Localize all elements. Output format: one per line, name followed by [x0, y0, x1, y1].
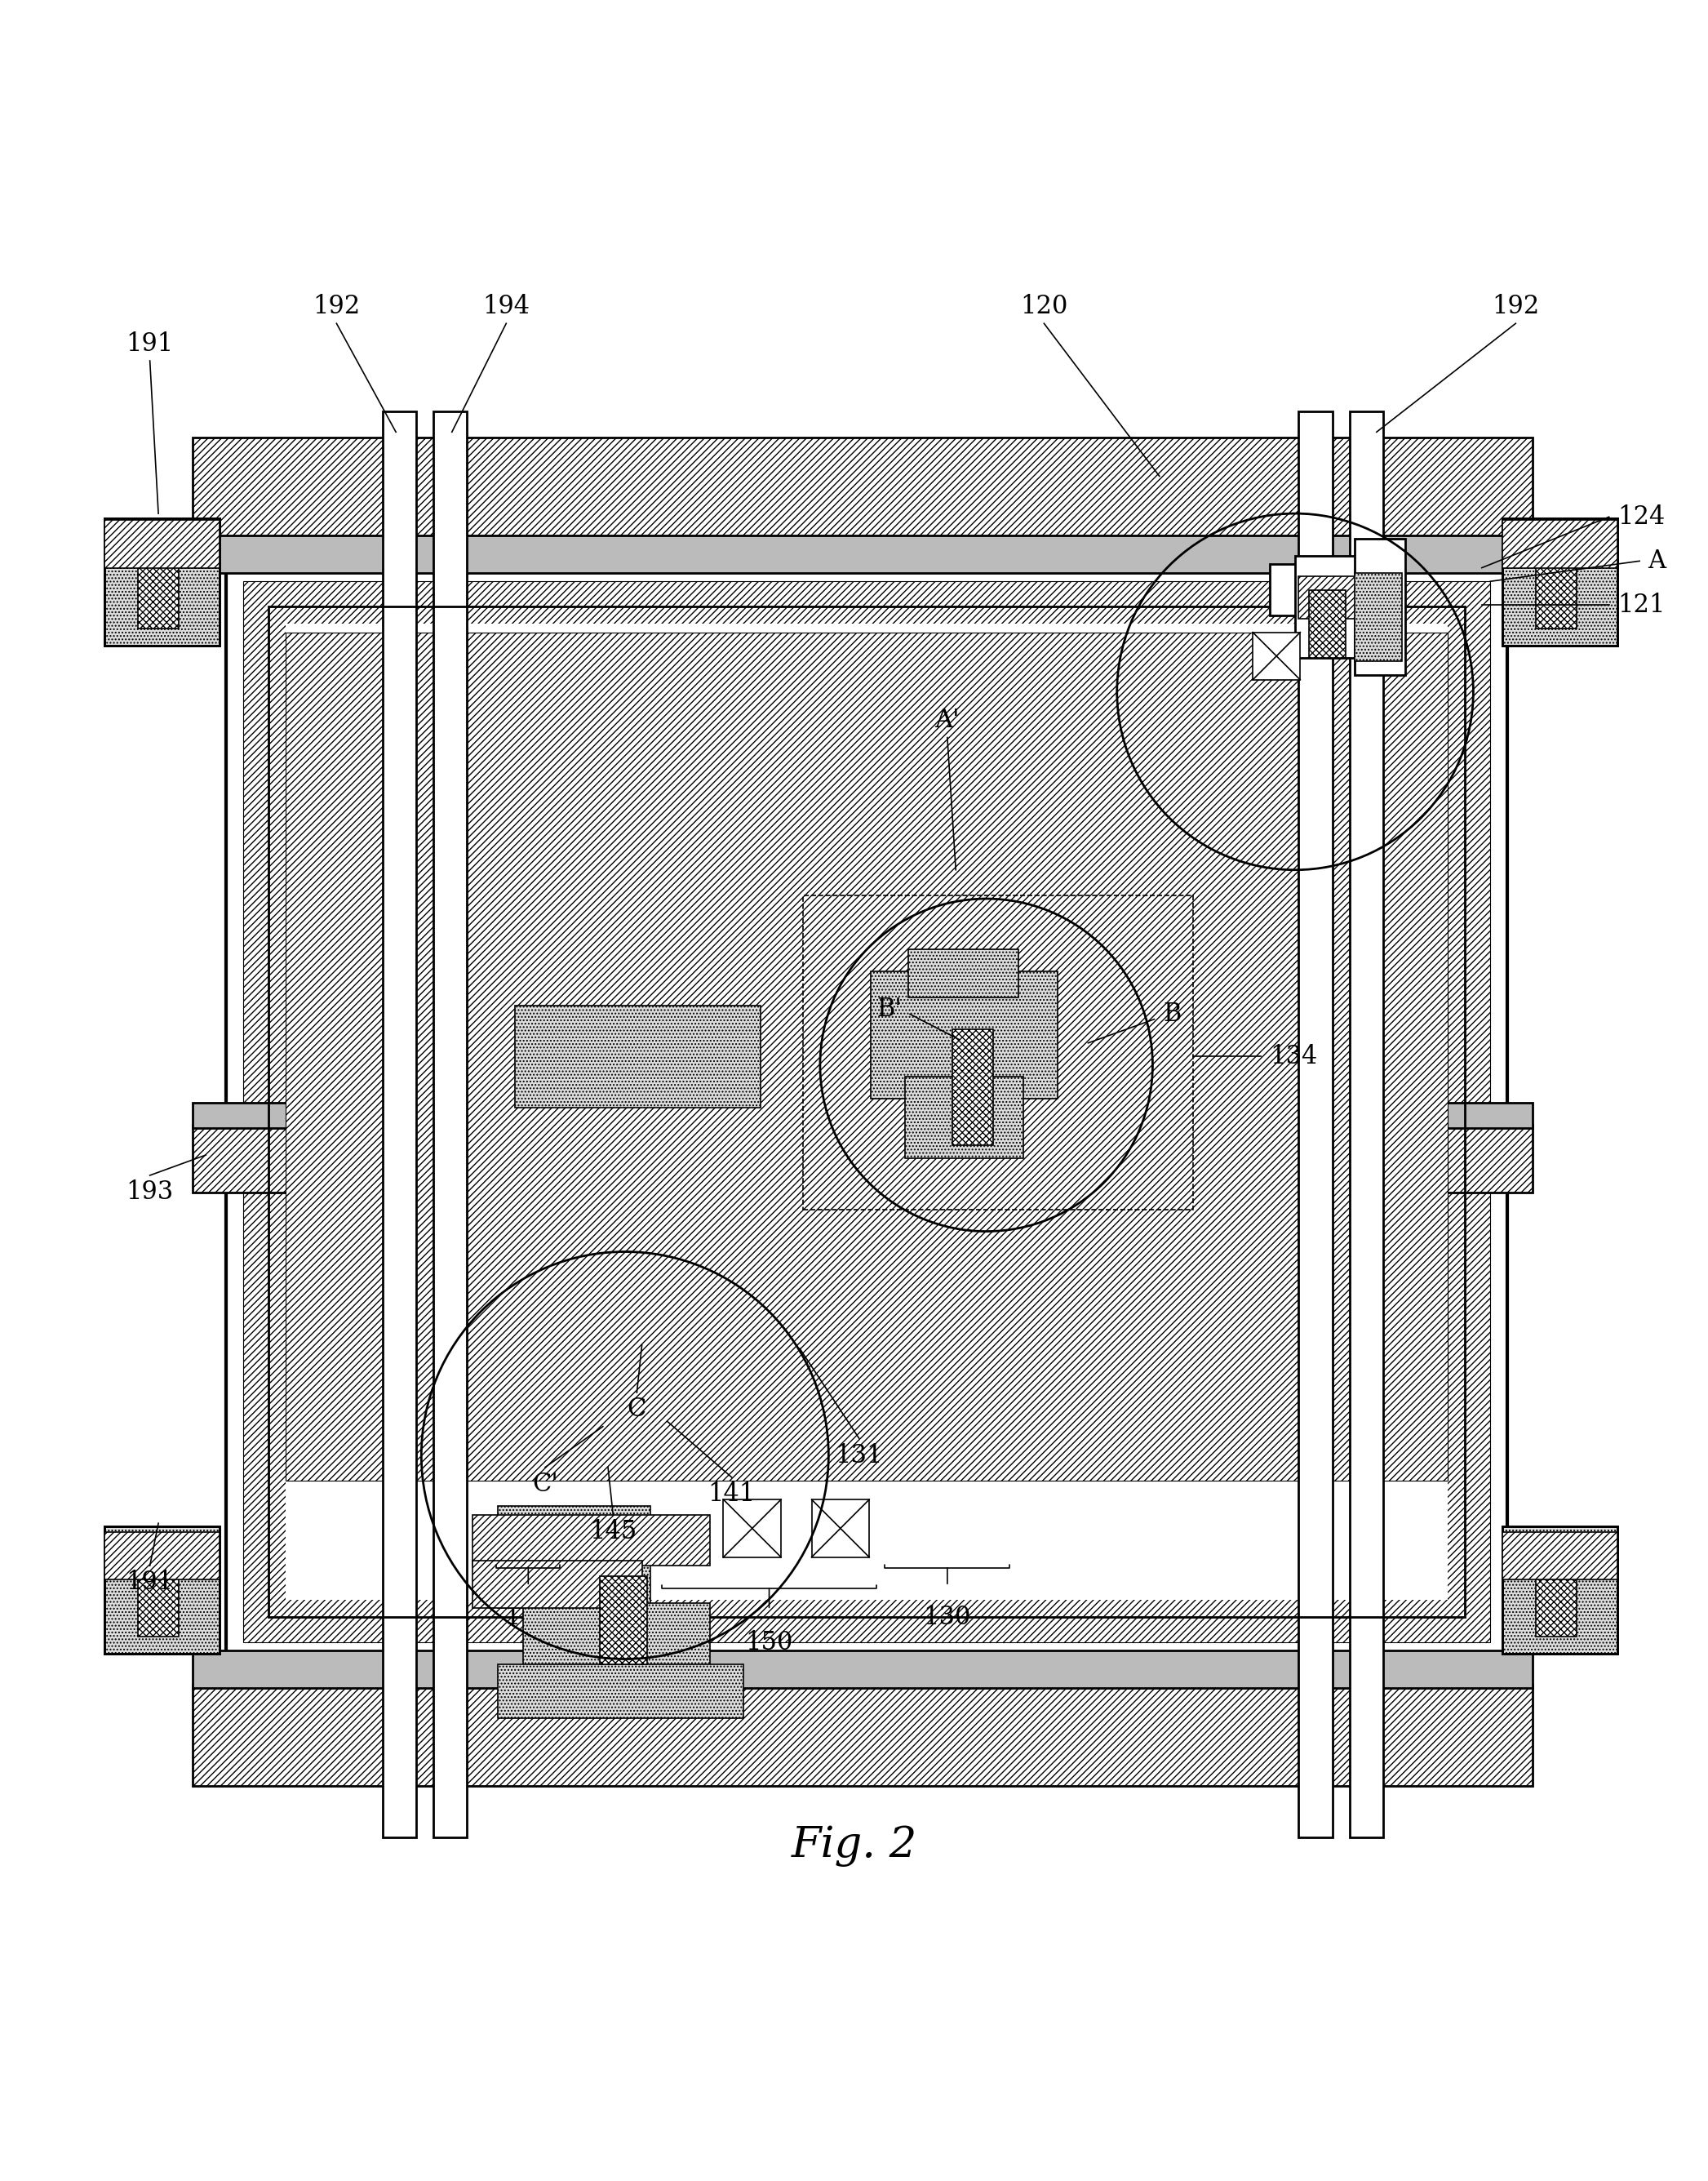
- Text: 141: 141: [709, 1481, 755, 1507]
- Bar: [1354, 574, 1402, 661]
- Bar: [803, 896, 1194, 1208]
- Bar: [1501, 521, 1617, 567]
- Text: Fig. 2: Fig. 2: [791, 1825, 917, 1867]
- Bar: [104, 1527, 219, 1653]
- Bar: [243, 582, 1491, 1642]
- Bar: [193, 1125, 1532, 1193]
- Text: 140: 140: [504, 1605, 552, 1629]
- Bar: [905, 1077, 1023, 1158]
- Bar: [514, 1005, 760, 1108]
- Bar: [1354, 539, 1406, 674]
- Bar: [1295, 556, 1397, 659]
- Bar: [1269, 565, 1397, 615]
- Bar: [138, 1549, 179, 1638]
- Text: 121: 121: [1617, 593, 1665, 617]
- Bar: [434, 412, 468, 1836]
- Bar: [953, 1029, 992, 1145]
- Bar: [1349, 412, 1383, 1836]
- Text: 150: 150: [745, 1629, 793, 1655]
- Bar: [193, 537, 1532, 574]
- Text: 120: 120: [1020, 294, 1068, 318]
- Bar: [104, 519, 219, 646]
- Bar: [285, 624, 1448, 1599]
- Bar: [104, 1531, 219, 1579]
- Text: 130: 130: [924, 1605, 972, 1629]
- Text: 191: 191: [126, 1570, 174, 1594]
- Bar: [909, 949, 1018, 997]
- Bar: [1535, 1549, 1576, 1638]
- Bar: [225, 565, 1506, 1660]
- Bar: [497, 1664, 743, 1719]
- Text: 191: 191: [126, 332, 174, 356]
- Bar: [193, 1684, 1532, 1786]
- Bar: [724, 1501, 781, 1557]
- Text: B: B: [1163, 1001, 1180, 1027]
- Bar: [871, 973, 1057, 1099]
- Bar: [1501, 1531, 1617, 1579]
- Bar: [1308, 589, 1346, 659]
- Text: 193: 193: [126, 1180, 174, 1204]
- Text: 192: 192: [313, 294, 360, 318]
- Text: 134: 134: [1269, 1045, 1317, 1069]
- Bar: [104, 519, 219, 646]
- Bar: [1535, 541, 1576, 628]
- Bar: [383, 412, 417, 1836]
- Bar: [1298, 412, 1332, 1836]
- Bar: [1501, 1527, 1617, 1653]
- Bar: [193, 1101, 1532, 1128]
- Text: 131: 131: [835, 1442, 883, 1468]
- Text: 192: 192: [1491, 294, 1539, 318]
- Bar: [193, 1651, 1532, 1688]
- Bar: [268, 606, 1465, 1616]
- Bar: [523, 1603, 711, 1668]
- Bar: [104, 521, 219, 567]
- Bar: [104, 1527, 219, 1653]
- Bar: [1298, 576, 1392, 619]
- Text: 145: 145: [589, 1520, 637, 1544]
- Text: C': C': [533, 1472, 559, 1496]
- Text: A': A': [934, 709, 960, 733]
- Bar: [1252, 632, 1300, 680]
- Bar: [497, 1507, 651, 1607]
- Bar: [471, 1516, 711, 1566]
- Text: B': B': [876, 997, 902, 1021]
- Text: 124: 124: [1617, 504, 1665, 530]
- Text: C: C: [627, 1396, 646, 1422]
- Bar: [471, 1562, 642, 1607]
- Bar: [1501, 519, 1617, 646]
- Bar: [285, 632, 1448, 1481]
- Bar: [600, 1577, 647, 1664]
- Bar: [1501, 519, 1617, 646]
- Bar: [811, 1501, 869, 1557]
- Text: 194: 194: [483, 294, 529, 318]
- Text: A: A: [1648, 547, 1665, 574]
- Bar: [193, 436, 1532, 539]
- Bar: [138, 541, 179, 628]
- Bar: [1501, 1527, 1617, 1653]
